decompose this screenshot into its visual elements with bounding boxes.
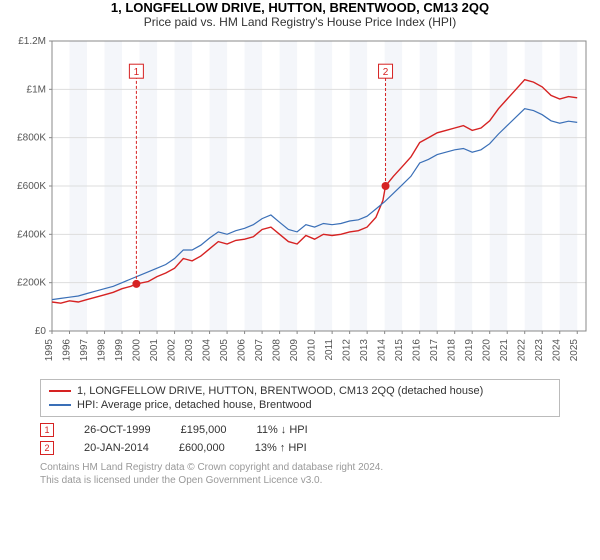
svg-text:2003: 2003 (184, 339, 195, 362)
svg-text:2000: 2000 (132, 339, 143, 362)
svg-text:2001: 2001 (149, 339, 160, 362)
svg-text:1999: 1999 (114, 339, 125, 362)
svg-text:£200K: £200K (17, 278, 46, 289)
svg-text:2017: 2017 (429, 339, 440, 362)
legend-item: HPI: Average price, detached house, Bren… (49, 398, 551, 412)
transaction-marker: 2 (40, 441, 54, 455)
svg-text:1995: 1995 (44, 339, 55, 362)
svg-text:1997: 1997 (79, 339, 90, 362)
footer-line: This data is licensed under the Open Gov… (40, 474, 560, 487)
svg-text:2007: 2007 (254, 339, 265, 362)
svg-text:£400K: £400K (17, 229, 46, 240)
svg-text:2005: 2005 (219, 339, 230, 362)
svg-text:2014: 2014 (377, 339, 388, 362)
svg-text:£600K: £600K (17, 181, 46, 192)
chart-title: 1, LONGFELLOW DRIVE, HUTTON, BRENTWOOD, … (0, 0, 600, 15)
svg-text:2: 2 (383, 67, 389, 78)
transaction-row: 1 26-OCT-1999 £195,000 11% ↓ HPI (40, 421, 560, 439)
svg-text:2021: 2021 (499, 339, 510, 362)
svg-text:2004: 2004 (202, 339, 213, 362)
svg-text:2020: 2020 (482, 339, 493, 362)
svg-text:2013: 2013 (359, 339, 370, 362)
svg-text:2002: 2002 (167, 339, 178, 362)
transaction-delta: 11% ↓ HPI (257, 424, 308, 436)
svg-text:2019: 2019 (464, 339, 475, 362)
transaction-price: £600,000 (179, 442, 225, 454)
svg-text:2011: 2011 (324, 339, 335, 361)
svg-text:2025: 2025 (569, 339, 580, 362)
legend-label: HPI: Average price, detached house, Bren… (77, 399, 312, 411)
chart-container: 1, LONGFELLOW DRIVE, HUTTON, BRENTWOOD, … (0, 0, 600, 560)
svg-text:2022: 2022 (517, 339, 528, 362)
svg-text:2006: 2006 (237, 339, 248, 362)
svg-text:2010: 2010 (307, 339, 318, 362)
svg-text:2018: 2018 (447, 339, 458, 362)
svg-text:1998: 1998 (97, 339, 108, 362)
svg-text:1: 1 (134, 67, 140, 78)
svg-text:2024: 2024 (552, 339, 563, 362)
transaction-row: 2 20-JAN-2014 £600,000 13% ↑ HPI (40, 439, 560, 457)
legend-swatch (49, 404, 71, 406)
legend-box: 1, LONGFELLOW DRIVE, HUTTON, BRENTWOOD, … (40, 379, 560, 417)
footer-line: Contains HM Land Registry data © Crown c… (40, 461, 560, 474)
svg-text:£1.2M: £1.2M (18, 36, 46, 47)
svg-text:2016: 2016 (412, 339, 423, 362)
transaction-price: £195,000 (181, 424, 227, 436)
chart-svg: £0 £200K £400K £600K £800K £1M £1.2M 1995 1996 19… (0, 33, 600, 373)
svg-text:£0: £0 (35, 326, 47, 337)
chart-subtitle: Price paid vs. HM Land Registry's House … (0, 15, 600, 29)
svg-text:1996: 1996 (62, 339, 73, 362)
footer-note: Contains HM Land Registry data © Crown c… (40, 461, 560, 487)
legend-label: 1, LONGFELLOW DRIVE, HUTTON, BRENTWOOD, … (77, 385, 483, 397)
svg-text:2012: 2012 (342, 339, 353, 362)
svg-text:2009: 2009 (289, 339, 300, 362)
transactions-table: 1 26-OCT-1999 £195,000 11% ↓ HPI 2 20-JA… (40, 421, 560, 457)
transaction-marker: 1 (40, 423, 54, 437)
transaction-date: 20-JAN-2014 (84, 442, 149, 454)
svg-text:£1M: £1M (27, 84, 46, 95)
legend-item: 1, LONGFELLOW DRIVE, HUTTON, BRENTWOOD, … (49, 384, 551, 398)
legend-swatch (49, 390, 71, 392)
svg-text:2008: 2008 (272, 339, 283, 362)
line-chart: £0 £200K £400K £600K £800K £1M £1.2M 1995 1996 19… (0, 33, 600, 373)
svg-text:2023: 2023 (534, 339, 545, 362)
transaction-delta: 13% ↑ HPI (255, 442, 307, 454)
svg-text:2015: 2015 (394, 339, 405, 362)
transaction-date: 26-OCT-1999 (84, 424, 151, 436)
svg-text:£800K: £800K (17, 133, 46, 144)
